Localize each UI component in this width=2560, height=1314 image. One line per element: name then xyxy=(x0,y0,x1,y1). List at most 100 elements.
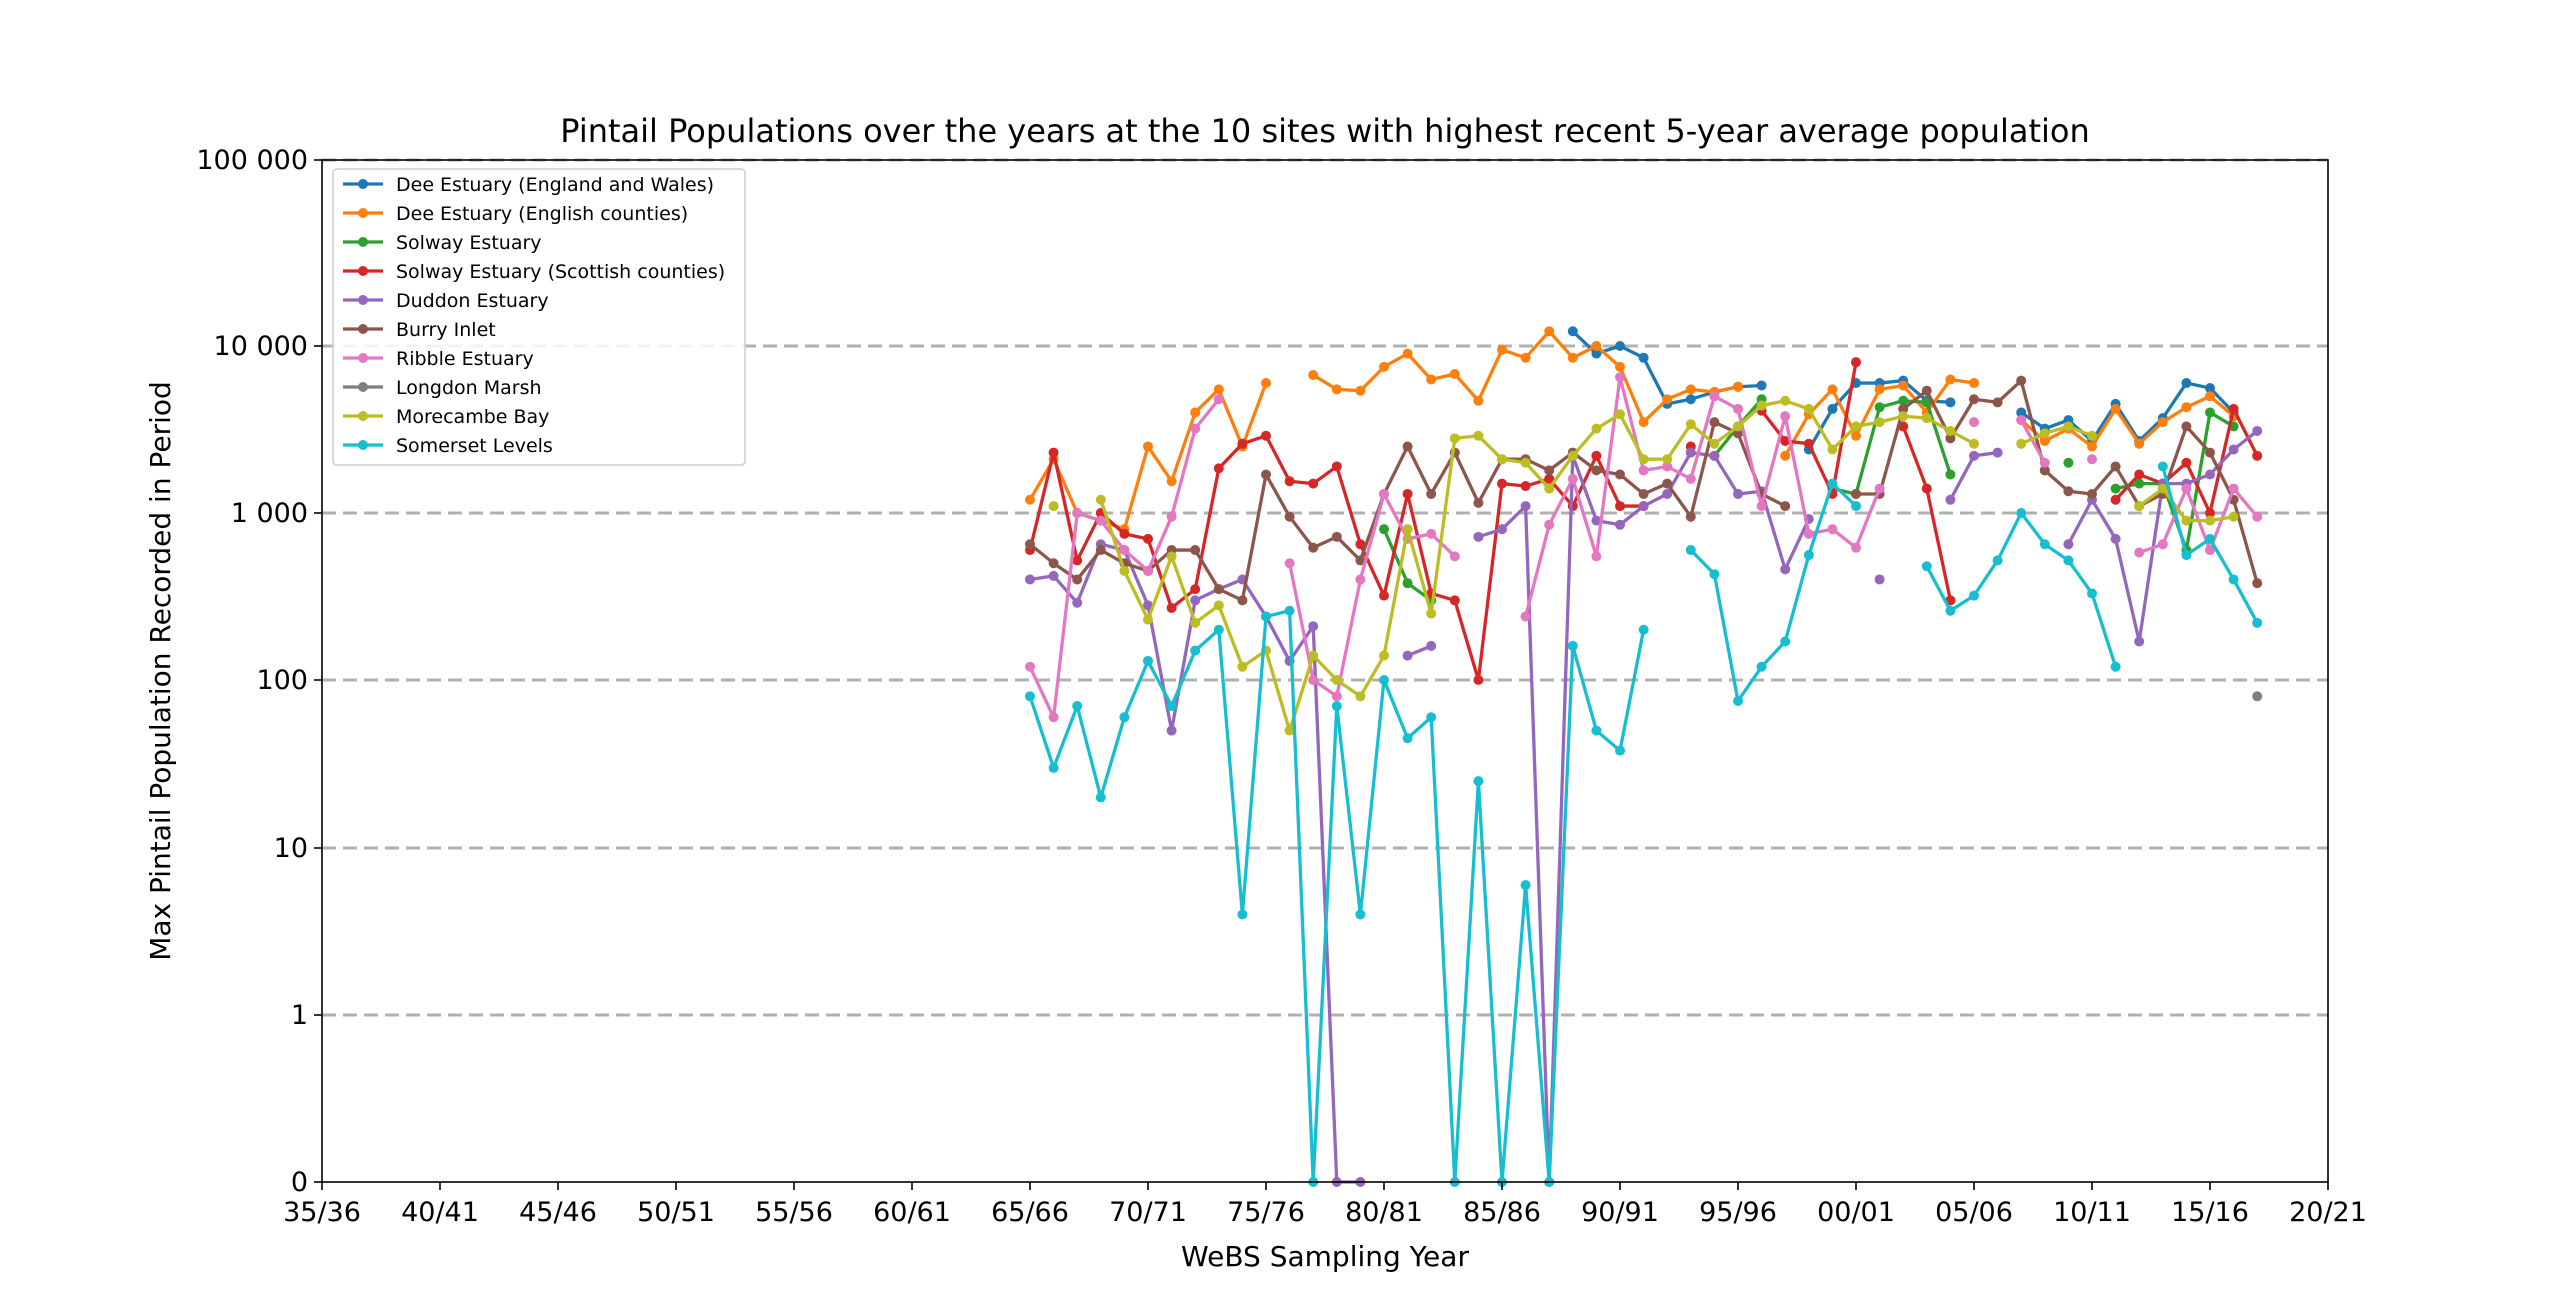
data-point xyxy=(2016,407,2027,418)
data-point xyxy=(1851,421,1861,432)
data-point xyxy=(1331,675,1342,685)
data-point xyxy=(2110,661,2121,672)
legend-item: Dee Estuary (English counties) xyxy=(343,203,688,225)
data-point xyxy=(1780,636,1791,647)
data-point xyxy=(2134,547,2145,558)
data-point xyxy=(1544,519,1555,530)
data-point xyxy=(1780,501,1791,512)
data-point xyxy=(1921,483,1932,494)
data-point xyxy=(1426,528,1437,539)
data-point xyxy=(1662,454,1673,465)
data-point xyxy=(2110,403,2121,414)
data-point xyxy=(1969,590,1979,601)
data-point xyxy=(1945,605,1956,616)
data-point xyxy=(1591,515,1602,526)
data-point xyxy=(1874,417,1885,428)
y-tick-label: 1 000 xyxy=(231,498,308,529)
data-point xyxy=(2039,457,2050,468)
series-line xyxy=(1477,450,1811,1184)
data-point xyxy=(1331,531,1342,542)
data-point xyxy=(2016,375,2027,386)
data-point xyxy=(1520,481,1531,492)
data-point xyxy=(1827,403,1838,414)
data-point xyxy=(1520,880,1531,891)
legend-label: Burry Inlet xyxy=(396,319,496,341)
data-point xyxy=(1638,624,1649,635)
data-point xyxy=(2110,533,2121,544)
data-point xyxy=(1591,465,1602,476)
data-point xyxy=(2157,417,2168,428)
data-point xyxy=(2039,428,2050,439)
data-point xyxy=(1449,551,1460,562)
data-point xyxy=(1426,640,1437,651)
data-point xyxy=(2039,435,2050,446)
data-point xyxy=(1072,701,1083,712)
data-point xyxy=(1355,691,1366,702)
data-point xyxy=(1803,528,1814,539)
data-point xyxy=(2205,447,2215,458)
data-point xyxy=(1402,733,1413,744)
data-point xyxy=(1733,695,1743,706)
data-point xyxy=(1945,425,1956,436)
data-point xyxy=(1355,385,1366,396)
data-point xyxy=(2134,501,2145,512)
x-tick-label: 65/66 xyxy=(991,1197,1069,1228)
data-point xyxy=(1426,374,1437,385)
data-point xyxy=(1591,341,1602,351)
data-point xyxy=(1591,450,1602,461)
data-point xyxy=(1213,584,1224,595)
data-point xyxy=(2087,430,2097,441)
data-point xyxy=(2110,461,2121,472)
data-point xyxy=(1119,565,1130,576)
data-point xyxy=(2016,415,2027,426)
data-point xyxy=(1331,384,1342,395)
data-point xyxy=(1190,645,1201,656)
series-morecambe-bay xyxy=(1048,395,2239,736)
legend-label: Morecambe Bay xyxy=(396,406,549,428)
y-tick-label: 100 000 xyxy=(196,145,308,176)
data-point xyxy=(2205,391,2215,402)
data-point xyxy=(1025,691,1035,702)
data-point xyxy=(1497,524,1507,535)
data-point xyxy=(1331,701,1342,712)
data-point xyxy=(1048,447,1059,458)
data-point xyxy=(1803,438,1814,449)
legend-item: Solway Estuary (Scottish counties) xyxy=(343,261,725,283)
data-point xyxy=(1544,473,1555,484)
data-point xyxy=(1803,550,1814,561)
data-point xyxy=(1284,476,1295,487)
data-point xyxy=(1638,488,1649,499)
data-point xyxy=(1166,701,1177,712)
data-point xyxy=(1685,394,1696,405)
legend-item: Somerset Levels xyxy=(343,435,553,457)
data-point xyxy=(1685,511,1696,522)
data-point xyxy=(1095,792,1106,803)
data-point xyxy=(1402,348,1413,359)
data-point xyxy=(1969,378,1979,389)
legend-label: Dee Estuary (England and Wales) xyxy=(396,174,714,196)
data-point xyxy=(1379,675,1389,685)
data-point xyxy=(1591,348,1602,359)
data-point xyxy=(1308,542,1319,553)
data-point xyxy=(1520,457,1531,468)
data-point xyxy=(2063,421,2074,432)
data-point xyxy=(1237,595,1248,606)
legend-label: Dee Estuary (English counties) xyxy=(396,203,688,225)
data-point xyxy=(2205,407,2215,418)
data-point xyxy=(1379,650,1389,661)
data-point xyxy=(1048,712,1059,723)
series-line xyxy=(2020,381,2235,443)
data-point xyxy=(1851,357,1861,368)
legend-marker xyxy=(358,411,368,421)
data-point xyxy=(1449,595,1460,606)
legend-item: Longdon Marsh xyxy=(343,377,542,399)
data-point xyxy=(1190,423,1201,434)
data-point xyxy=(1662,461,1673,472)
data-point xyxy=(1874,384,1885,395)
data-point xyxy=(1402,650,1413,661)
data-point xyxy=(1379,590,1389,601)
data-point xyxy=(2228,574,2239,585)
data-point xyxy=(1898,403,1909,414)
series-somerset-levels xyxy=(1025,461,2263,1187)
data-point xyxy=(1733,428,1743,439)
